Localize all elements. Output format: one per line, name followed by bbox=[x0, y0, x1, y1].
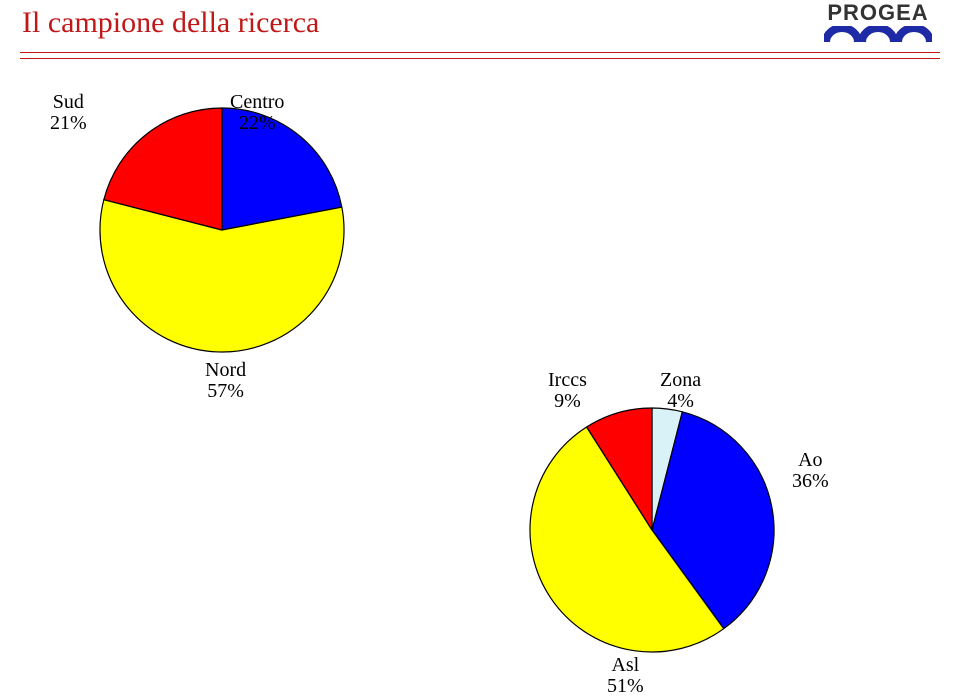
page-title: Il campione della ricerca bbox=[22, 6, 319, 40]
pie-label: Nord57% bbox=[205, 360, 246, 402]
logo-arches-icon bbox=[824, 26, 932, 44]
pie-label: Asl51% bbox=[607, 655, 644, 697]
pie-label: Zona4% bbox=[660, 370, 701, 412]
pie-label: Ao36% bbox=[792, 450, 829, 492]
pie-chart-type bbox=[528, 406, 776, 654]
pie-chart-region bbox=[98, 106, 346, 354]
title-underline bbox=[20, 52, 940, 59]
pie-label: Irccs9% bbox=[548, 370, 587, 412]
pie-label: Sud21% bbox=[50, 92, 87, 134]
pie-label: Centro22% bbox=[230, 92, 284, 134]
logo: PROGEA bbox=[824, 0, 932, 49]
logo-text: PROGEA bbox=[824, 0, 932, 26]
